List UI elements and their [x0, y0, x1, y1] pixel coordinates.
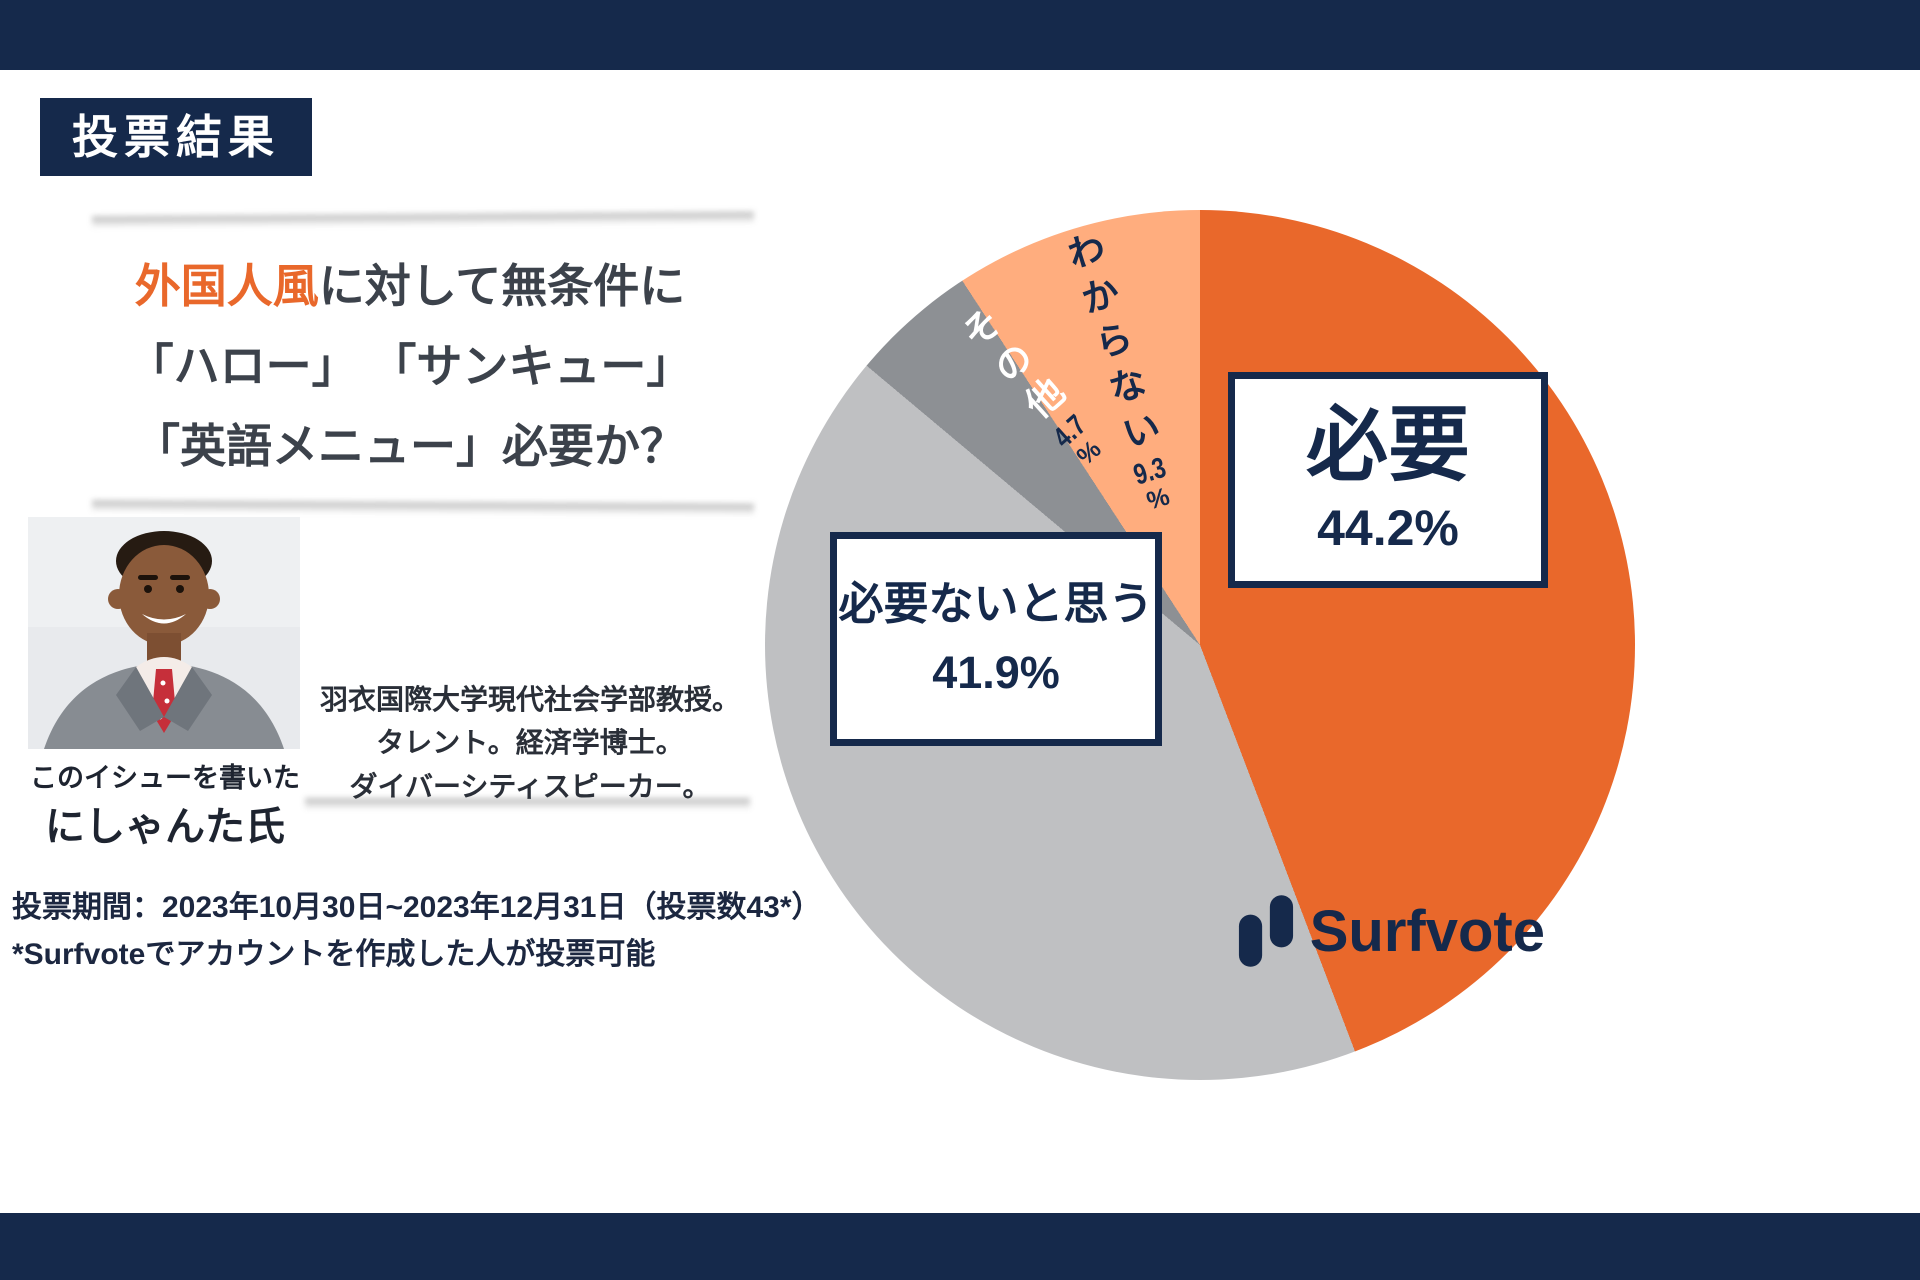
callout-fuhitsuyo: 必要ないと思う 41.9% [830, 532, 1162, 746]
callout-hitsuyo-label: 必要 [1305, 399, 1470, 491]
question-highlight: 外国人風 [134, 260, 319, 312]
bottom-bar [0, 1213, 1920, 1280]
paper-shadow-top [91, 211, 755, 229]
callout-fuhitsuyo-label: 必要ないと思う [838, 578, 1154, 630]
callout-hitsuyo-value: 44.2% [1317, 500, 1459, 557]
vote-eligibility-text: *Surfvoteでアカウントを作成した人が投票可能 [12, 938, 656, 972]
question-line-1-rest: に対して無条件に [318, 260, 686, 312]
author-bio-line-1: 羽衣国際大学現代社会学部教授。 [320, 684, 741, 715]
surfvote-logo: Surfvote [1237, 893, 1545, 969]
question-line-3: 「英語メニュー」必要か？ [134, 420, 686, 473]
author-bio-line-2: タレント。経済学博士。 [376, 727, 684, 759]
author-name: にしゃんた氏 [45, 805, 285, 849]
author-photo [28, 517, 300, 749]
callout-hitsuyo: 必要 44.2% [1228, 372, 1548, 588]
vote-period-text: 投票期間：2023年10月30日~2023年12月31日（投票数43*） [12, 891, 822, 924]
paper-shadow-bio [305, 798, 750, 810]
footer-note: 投票期間：2023年10月30日~2023年12月31日（投票数43*） *Su… [12, 884, 822, 979]
question-line-1: 外国人風に対して無条件に [60, 246, 760, 326]
person-portrait-illustration [28, 517, 300, 749]
top-bar [0, 0, 1920, 70]
question-title: 外国人風に対して無条件に 「ハロー」 「サンキュー」 「英語メニュー」必要か？ [60, 246, 760, 486]
paper-shadow-mid [91, 500, 755, 516]
author-bio-line-3: ダイバーシティスピーカー。 [349, 770, 711, 802]
callout-fuhitsuyo-value: 41.9% [932, 646, 1060, 698]
surfvote-logo-icon [1238, 895, 1293, 967]
author-bio: 羽衣国際大学現代社会学部教授。 タレント。経済学博士。 ダイバーシティスピーカー… [320, 678, 740, 808]
result-badge-label: 投票結果 [72, 111, 280, 163]
result-badge: 投票結果 [40, 98, 312, 176]
author-caption: このイシューを書いた [30, 763, 300, 793]
surfvote-logo-text: Surfvote [1309, 898, 1545, 964]
question-line-2: 「ハロー」 「サンキュー」 [127, 340, 693, 393]
